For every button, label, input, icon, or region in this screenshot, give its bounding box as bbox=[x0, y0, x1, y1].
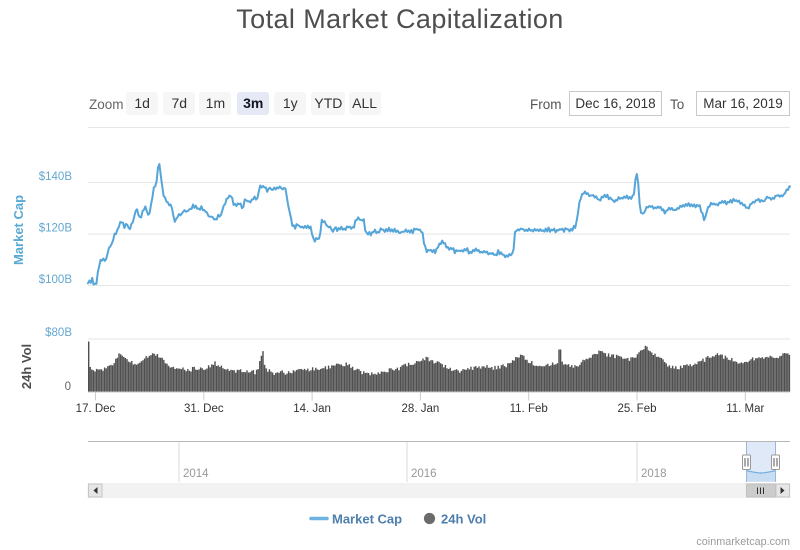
svg-text:14. Jan: 14. Jan bbox=[293, 403, 331, 415]
svg-text:$100B: $100B bbox=[39, 274, 73, 286]
svg-text:2016: 2016 bbox=[411, 468, 437, 480]
svg-text:2018: 2018 bbox=[641, 468, 667, 480]
svg-text:coinmarketcap.com: coinmarketcap.com bbox=[696, 536, 790, 548]
svg-text:24h Vol: 24h Vol bbox=[441, 512, 486, 527]
svg-text:17. Dec: 17. Dec bbox=[76, 403, 116, 415]
svg-text:31. Dec: 31. Dec bbox=[184, 403, 224, 415]
svg-text:11. Feb: 11. Feb bbox=[510, 403, 548, 415]
svg-text:Market Cap: Market Cap bbox=[11, 195, 26, 265]
svg-text:24h Vol: 24h Vol bbox=[19, 344, 34, 389]
svg-text:Market Cap: Market Cap bbox=[332, 512, 402, 527]
svg-text:11. Mar: 11. Mar bbox=[726, 403, 764, 415]
svg-text:0: 0 bbox=[65, 381, 71, 393]
svg-text:$140B: $140B bbox=[39, 171, 73, 183]
svg-text:28. Jan: 28. Jan bbox=[402, 403, 440, 415]
svg-text:25. Feb: 25. Feb bbox=[618, 403, 657, 415]
svg-text:$120B: $120B bbox=[39, 223, 73, 235]
svg-text:$80B: $80B bbox=[45, 327, 72, 339]
svg-text:2014: 2014 bbox=[183, 468, 209, 480]
